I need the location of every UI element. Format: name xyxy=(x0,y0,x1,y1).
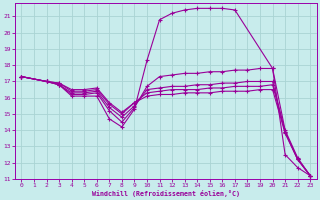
X-axis label: Windchill (Refroidissement éolien,°C): Windchill (Refroidissement éolien,°C) xyxy=(92,190,240,197)
